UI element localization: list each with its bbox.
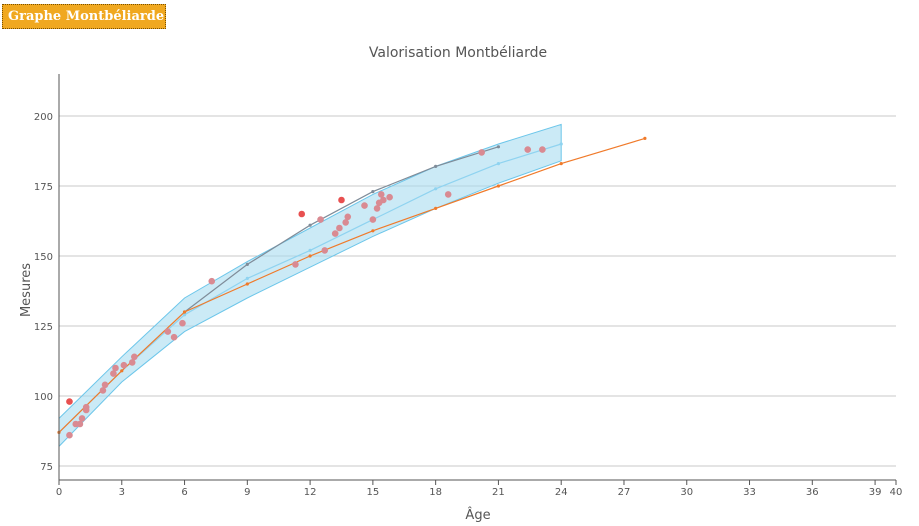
x-tick-label: 6 <box>181 487 187 498</box>
page-title-badge: Graphe Montbéliarde <box>2 4 166 29</box>
series-marker <box>371 229 375 233</box>
measurement-point <box>444 191 452 198</box>
series-marker <box>245 282 249 286</box>
series-marker <box>182 313 187 317</box>
x-tick-label: 0 <box>56 487 62 498</box>
measurement-point <box>128 359 136 366</box>
confidence-band <box>58 123 562 448</box>
measurement-point <box>292 261 299 268</box>
axes: 0 3 6 9 12 15 18 21 24 27 30 33 36 39 40 <box>56 74 903 498</box>
measurement-point <box>342 219 349 226</box>
series-marker <box>371 190 375 194</box>
measurement-point <box>131 353 138 361</box>
measurement-point <box>386 193 393 201</box>
series-marker <box>308 223 312 227</box>
highlight-point <box>298 210 306 218</box>
measurement-point <box>331 230 339 237</box>
x-axis-label: Âge <box>465 507 490 523</box>
series-marker <box>496 184 501 188</box>
grid-lines: 75 100 125 150 175 200 <box>34 112 896 473</box>
series-marker <box>434 187 438 191</box>
series-marker <box>496 145 501 149</box>
measurement-point <box>361 202 368 209</box>
measurement-point <box>164 328 172 335</box>
measurement-point <box>170 333 178 341</box>
series-marker <box>182 310 187 314</box>
measurement-point <box>76 420 84 428</box>
series-marker <box>434 164 438 168</box>
scatter-points <box>66 146 546 439</box>
measurement-point <box>112 364 119 372</box>
x-tick-label: 39 <box>869 487 882 498</box>
y-tick-label: 175 <box>34 182 53 193</box>
measurement-point <box>373 205 381 212</box>
x-tick-label: 18 <box>429 487 442 498</box>
x-tick-label: 40 <box>890 487 903 498</box>
measurement-point <box>344 213 352 221</box>
series-marker <box>559 162 563 166</box>
measurement-point <box>478 149 485 156</box>
y-tick-label: 125 <box>34 322 53 333</box>
y-tick-label: 100 <box>34 392 53 403</box>
y-tick-label: 150 <box>34 252 53 263</box>
measurement-point <box>101 381 109 389</box>
y-axis-label: Mesures <box>19 263 34 317</box>
series-marker <box>643 136 647 140</box>
measurement-point <box>99 387 107 394</box>
x-tick-label: 3 <box>119 487 125 498</box>
measurement-point <box>380 196 387 204</box>
x-tick-label: 9 <box>244 487 250 498</box>
y-tick-label: 200 <box>34 112 53 123</box>
band-area <box>58 123 562 448</box>
measurement-point <box>321 247 329 254</box>
x-tick-label: 21 <box>492 487 505 498</box>
measurement-point <box>524 146 532 153</box>
x-tick-label: 30 <box>680 487 693 498</box>
measurement-point <box>208 277 216 285</box>
x-tick-label: 33 <box>743 487 756 498</box>
measurement-point <box>336 224 343 232</box>
series-marker <box>496 162 501 166</box>
x-tick-label: 15 <box>367 487 380 498</box>
x-tick-label: 24 <box>555 487 568 498</box>
series-line-2 <box>184 146 499 313</box>
measurement-point <box>317 216 324 223</box>
series-line-3 <box>58 137 646 433</box>
measurement-point <box>82 403 90 411</box>
measurement-point <box>369 216 377 223</box>
measurement-point <box>179 319 186 327</box>
y-tick-label: 75 <box>40 462 53 473</box>
x-tick-label: 12 <box>304 487 317 498</box>
highlight-point <box>66 398 73 405</box>
series-marker <box>308 254 312 258</box>
series-marker <box>245 276 249 280</box>
measurement-point <box>539 146 546 153</box>
series-marker <box>120 369 124 373</box>
x-tick-label: 36 <box>806 487 819 498</box>
measurement-point <box>377 191 385 198</box>
series-marker <box>245 262 249 266</box>
measurement-point <box>120 361 128 369</box>
measurement-point <box>78 415 86 422</box>
x-tick-label: 27 <box>618 487 631 498</box>
measurement-point <box>66 431 73 439</box>
measurement-point <box>110 370 117 377</box>
series-lines <box>57 136 647 434</box>
chart-title: Valorisation Montbéliarde <box>369 45 547 61</box>
series-marker <box>308 248 312 252</box>
series-marker <box>434 206 438 210</box>
series-marker <box>559 142 563 146</box>
highlight-point <box>338 196 345 204</box>
